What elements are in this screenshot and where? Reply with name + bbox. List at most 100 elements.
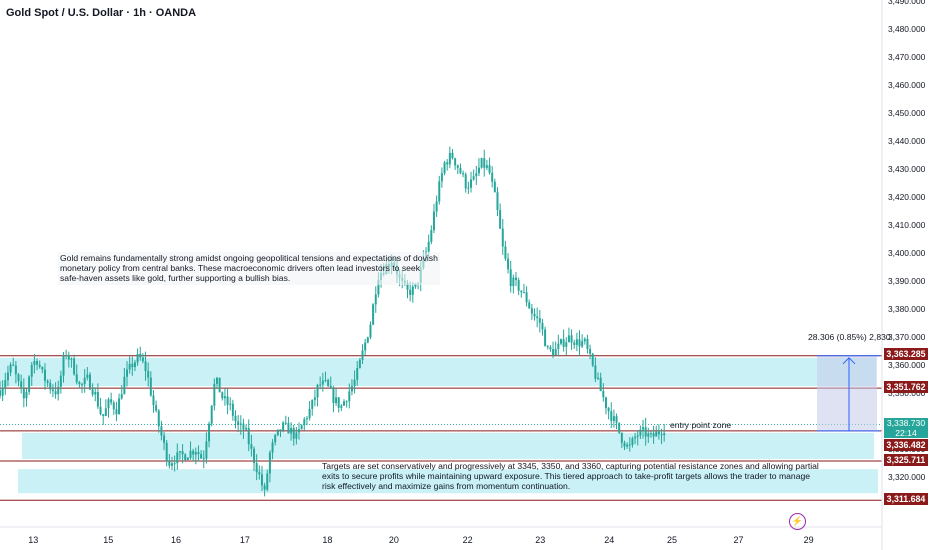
candle-body [192, 450, 195, 455]
candle-body [562, 339, 565, 347]
y-tick-label: 3,320.000 [888, 472, 926, 482]
candle-body [258, 472, 261, 475]
candle-body [118, 398, 121, 415]
candle-body [282, 422, 285, 431]
x-tick-label: 23 [535, 535, 545, 545]
candle-body [292, 428, 295, 439]
candle-body [567, 335, 570, 343]
candle-body [578, 339, 581, 347]
candle-body [75, 374, 78, 383]
candle-body [186, 457, 189, 460]
candle-body [316, 384, 319, 398]
candle-body [6, 372, 9, 381]
candle-body [649, 433, 652, 435]
candle-body [435, 201, 438, 212]
candle-body [570, 335, 573, 343]
candle-body [377, 279, 380, 295]
candle-body [62, 355, 65, 376]
candle-body [200, 454, 203, 459]
candle-body [544, 329, 547, 347]
zone-band-3 [18, 469, 878, 494]
candle-body [38, 364, 41, 367]
candle-body [454, 158, 457, 166]
candle-body [173, 463, 176, 465]
candle-body [4, 380, 7, 388]
candle-body [409, 289, 412, 295]
candle-body [263, 485, 266, 490]
candle-body [30, 364, 33, 377]
candle-body [522, 292, 525, 294]
x-tick-label: 18 [322, 535, 332, 545]
y-tick-label: 3,430.000 [888, 164, 926, 174]
candle-body [438, 181, 441, 202]
targets-note-line: risk effectively and maximize gains from… [322, 481, 571, 492]
candle-body [652, 433, 655, 437]
candle-body [308, 408, 311, 419]
candle-body [178, 451, 181, 453]
candle-body [618, 422, 621, 433]
y-tick-label: 3,380.000 [888, 304, 926, 314]
candle-body [348, 391, 351, 402]
candle-body [459, 167, 462, 174]
candle-body [470, 179, 473, 188]
candle-body [583, 338, 586, 342]
candle-body [223, 396, 226, 399]
candle-body [83, 377, 86, 385]
candle-body [462, 173, 465, 175]
candle-body [554, 348, 557, 356]
candle-body [268, 452, 271, 474]
candle-body [194, 452, 197, 455]
x-tick-label: 25 [667, 535, 677, 545]
candle-body [295, 432, 298, 439]
candle-body [99, 406, 102, 415]
zone-band-1 [0, 357, 876, 387]
candle-body [208, 423, 211, 442]
candle-body [496, 192, 499, 211]
lightning-icon[interactable]: ⚡ [789, 513, 806, 530]
x-tick-label: 22 [463, 535, 473, 545]
candle-body [305, 418, 308, 420]
candle-body [549, 347, 552, 350]
candle-body [483, 158, 486, 168]
candle-body [361, 350, 364, 360]
candle-body [59, 375, 62, 387]
candle-body [364, 342, 367, 351]
candle-body [91, 389, 94, 395]
symbol-title[interactable]: Gold Spot / U.S. Dollar · 1h · OANDA [6, 7, 197, 19]
candle-body [51, 389, 54, 392]
y-tick-label: 3,350.000 [888, 388, 926, 398]
candle-body [22, 387, 25, 399]
candle-body [369, 324, 372, 338]
candle-body [515, 277, 517, 281]
y-tick-label: 3,460.000 [888, 80, 926, 90]
candle-body [358, 359, 361, 368]
candle-body [477, 167, 480, 174]
candle-body [644, 427, 647, 437]
candle-body [573, 342, 576, 345]
candle-body [133, 362, 136, 368]
candle-body [205, 441, 208, 459]
candle-body [46, 380, 49, 383]
targets-note-line: exits to secure profits while maintainin… [322, 471, 811, 482]
candle-body [464, 174, 467, 189]
candle-body [406, 283, 409, 290]
candle-body [102, 414, 105, 416]
y-tick-label: 3,420.000 [888, 192, 926, 202]
candle-body [49, 382, 52, 390]
candle-body [475, 173, 478, 177]
candle-body [319, 384, 322, 386]
candle-body [432, 211, 435, 231]
candle-body [33, 361, 36, 365]
candle-body [245, 428, 248, 430]
candle-body [73, 358, 76, 375]
candle-body [509, 269, 512, 287]
candle-body [221, 392, 224, 399]
candle-body [350, 385, 353, 392]
candle-body [36, 361, 39, 365]
candle-body [311, 399, 314, 409]
candle-body [131, 363, 134, 368]
candle-body [149, 377, 152, 396]
candle-body [443, 162, 446, 174]
